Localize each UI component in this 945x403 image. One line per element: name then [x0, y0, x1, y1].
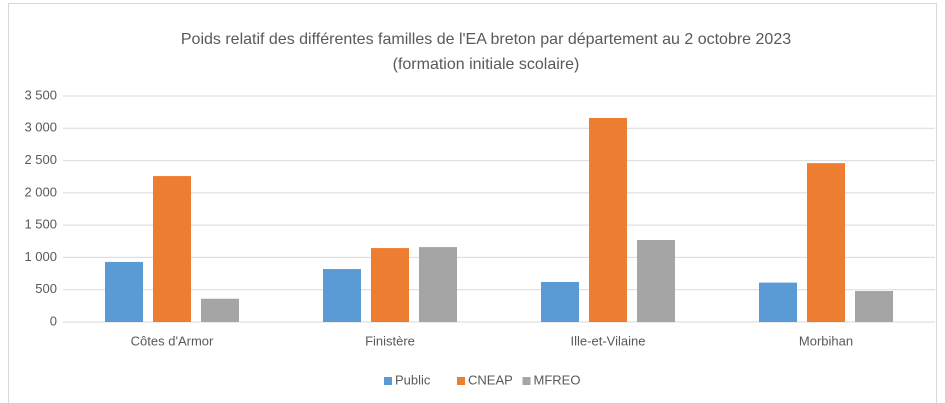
- legend-swatch: [457, 377, 465, 385]
- bar: [807, 163, 845, 322]
- x-tick-label: Côtes d'Armor: [131, 333, 214, 348]
- y-tick-label: 2 500: [24, 152, 57, 167]
- y-tick-label: 500: [35, 281, 57, 296]
- bar: [541, 281, 579, 322]
- x-tick-label: Morbihan: [799, 333, 853, 348]
- bar: [201, 298, 239, 322]
- x-tick-label: Ille-et-Vilaine: [571, 333, 646, 348]
- bar: [153, 176, 191, 322]
- legend-swatch: [522, 377, 531, 385]
- bar: [105, 261, 143, 322]
- legend-label: CNEAP: [468, 372, 513, 387]
- legend-label: Public: [395, 372, 431, 387]
- chart-subtitle: (formation initiale scolaire): [393, 56, 580, 73]
- x-tick-label: Finistère: [365, 333, 415, 348]
- bar: [855, 291, 893, 322]
- y-tick-label: 1 500: [24, 217, 57, 232]
- y-tick-label: 1 000: [24, 249, 57, 264]
- bar: [371, 248, 409, 322]
- y-tick-label: 0: [50, 313, 57, 328]
- bar: [323, 269, 361, 322]
- legend-swatch: [384, 377, 392, 385]
- bar: [637, 239, 675, 322]
- bar: [419, 247, 457, 322]
- bar: [759, 282, 797, 322]
- legend-label: MFREO: [534, 372, 581, 387]
- y-tick-label: 2 000: [24, 184, 57, 199]
- chart-title: Poids relatif des différentes familles d…: [181, 31, 791, 48]
- bar: [589, 117, 627, 322]
- y-tick-label: 3 000: [24, 120, 57, 135]
- y-tick-label: 3 500: [24, 87, 57, 102]
